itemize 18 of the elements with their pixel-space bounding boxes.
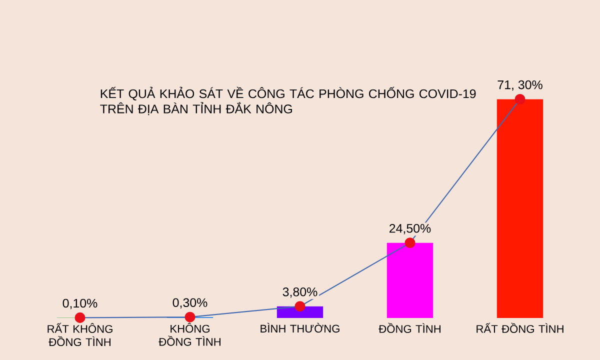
x-tick-label: KHÔNG ĐỒNG TÌNH bbox=[158, 322, 220, 346]
point bbox=[404, 238, 416, 248]
point bbox=[184, 312, 196, 322]
bar bbox=[496, 99, 544, 318]
bar bbox=[386, 242, 434, 318]
chart-title: KẾT QUẢ KHẢO SÁT VỀ CÔNG TÁC PHÒNG CHỐNG COVID-19 TRÊN ĐỊA BÀN TỈNH ĐẮK NÔNG bbox=[100, 86, 476, 116]
x-tick-label: BÌNH THƯỜNG bbox=[260, 322, 340, 333]
point bbox=[514, 94, 526, 105]
data-label: 3,80% bbox=[282, 287, 318, 298]
x-tick-label: RẤT KHÔNG ĐỒNG TÌNH bbox=[48, 322, 112, 346]
data-label: 71, 30% bbox=[498, 80, 542, 91]
data-label: 0,30% bbox=[172, 298, 208, 308]
point bbox=[294, 301, 306, 312]
data-label: 0,10% bbox=[62, 298, 98, 310]
point bbox=[74, 312, 86, 323]
x-tick-label: ĐỒNG TÌNH bbox=[378, 322, 440, 333]
data-label: 24,50% bbox=[390, 224, 431, 234]
x-tick-label: RẤT ĐỒNG TÌNH bbox=[476, 322, 564, 333]
